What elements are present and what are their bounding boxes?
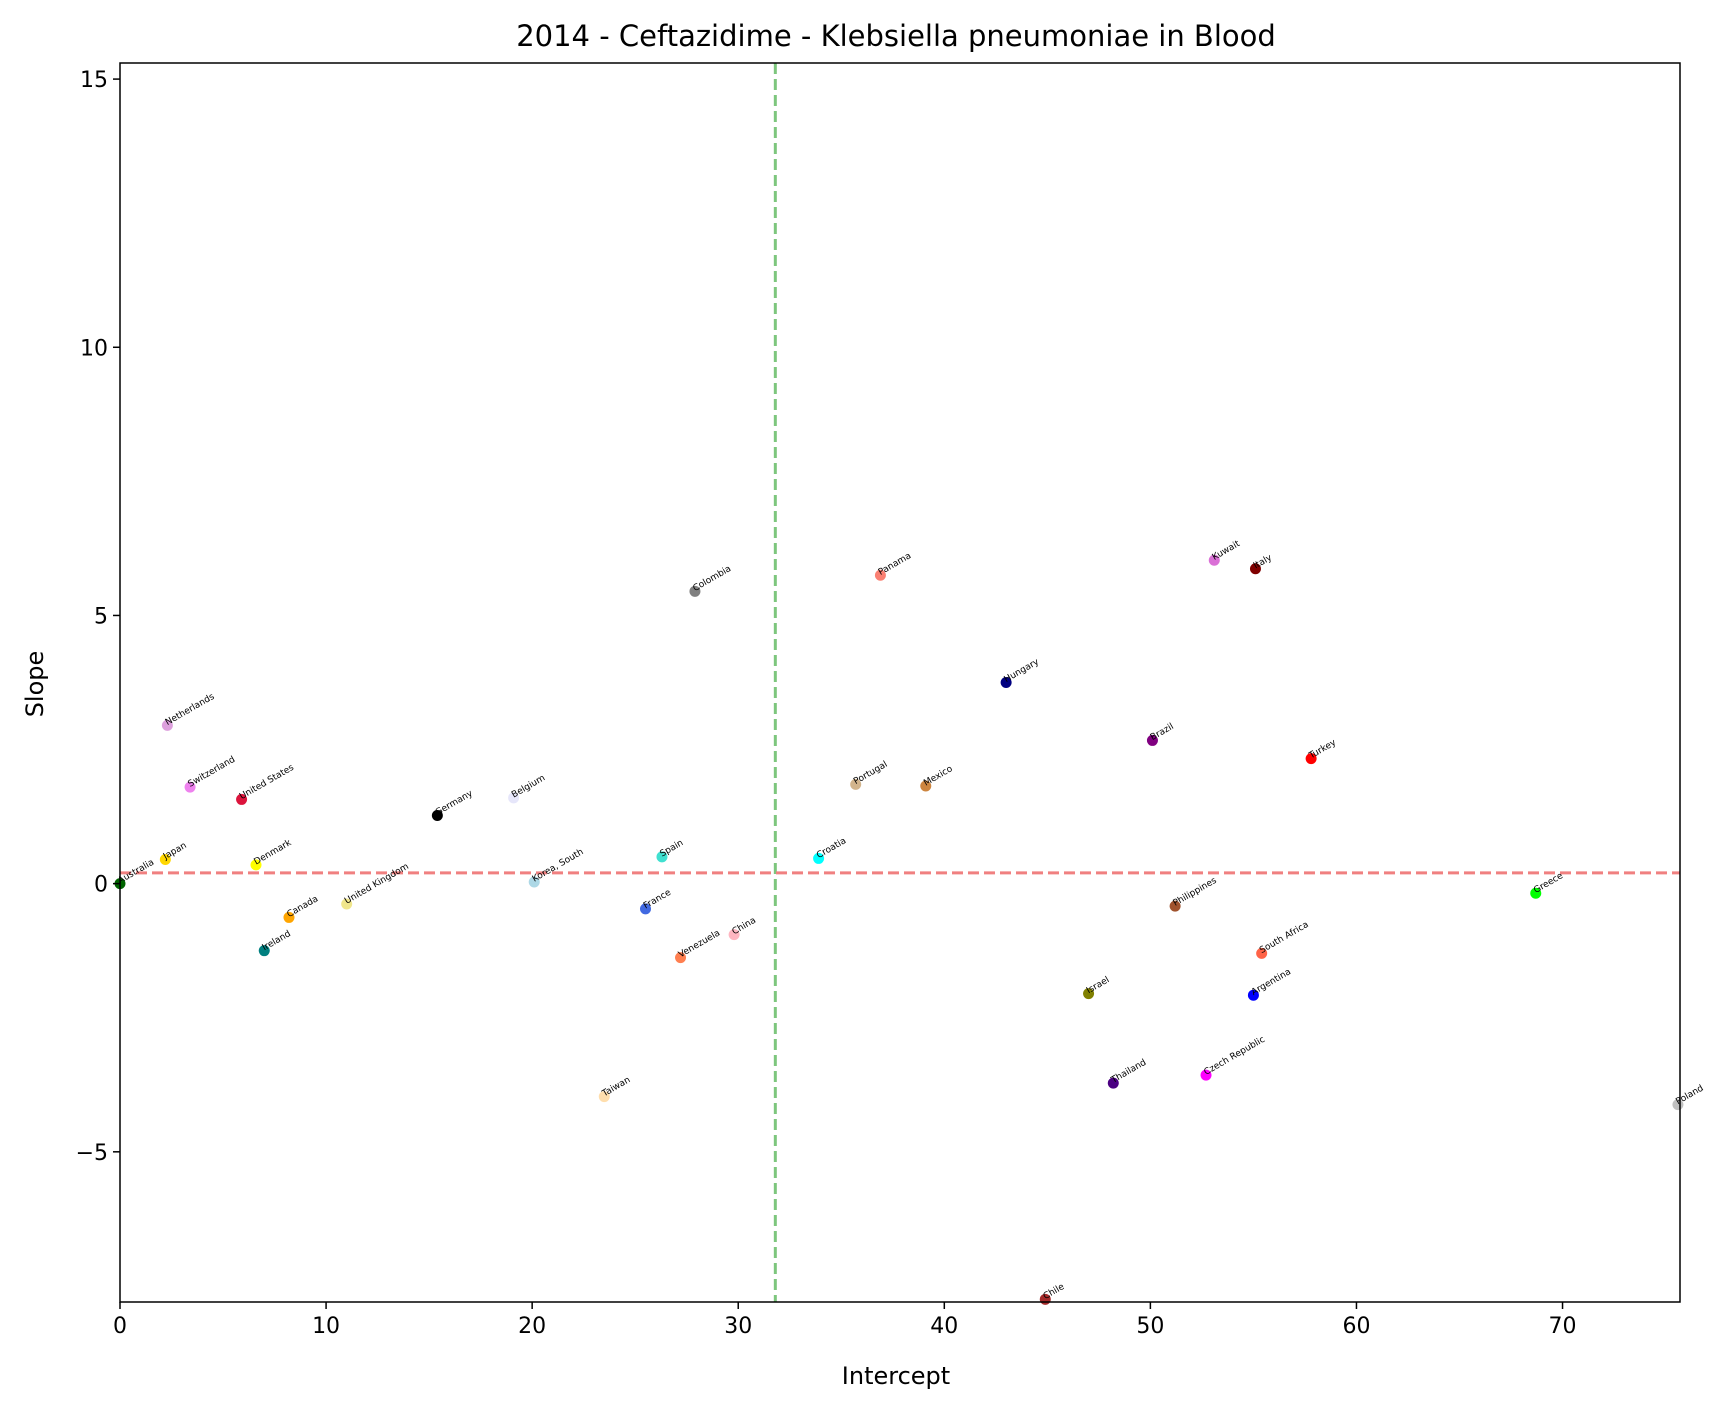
y-axis-label: Slope <box>21 651 49 718</box>
data-point <box>161 719 173 731</box>
x-axis-label: Intercept <box>842 1362 950 1390</box>
y-tick-label: 5 <box>94 604 108 629</box>
data-point <box>508 792 520 804</box>
data-point <box>1083 988 1095 1000</box>
chart-title: 2014 - Ceftazidime - Klebsiella pneumoni… <box>516 19 1276 53</box>
data-point <box>1000 677 1012 688</box>
data-point <box>598 1091 610 1103</box>
data-point <box>1305 753 1317 765</box>
x-tick-label: 0 <box>113 1314 127 1339</box>
data-point <box>1256 947 1268 959</box>
y-tick-label: 15 <box>80 68 108 93</box>
data-point <box>920 780 932 792</box>
y-tick-label: −5 <box>76 1141 108 1166</box>
data-point <box>1169 900 1181 912</box>
data-point <box>184 781 196 793</box>
x-tick-label: 70 <box>1549 1314 1577 1339</box>
x-tick-label: 30 <box>724 1314 752 1339</box>
data-point <box>874 569 886 581</box>
x-tick-label: 50 <box>1136 1314 1164 1339</box>
data-point <box>250 859 262 871</box>
data-point <box>528 876 540 888</box>
plot-frame <box>119 62 1681 1303</box>
x-tick-label: 10 <box>312 1314 340 1339</box>
data-point <box>283 911 295 923</box>
data-point <box>1247 989 1259 1001</box>
data-point <box>159 854 171 865</box>
x-tick-label: 40 <box>930 1314 958 1339</box>
data-point <box>689 585 701 597</box>
y-tick-label: 0 <box>94 873 108 898</box>
x-tick-label: 60 <box>1342 1314 1370 1339</box>
data-point <box>639 903 651 915</box>
data-point <box>813 852 825 864</box>
axes: 0 10 20 30 40 50 60 70 −5 0 5 10 15 <box>76 68 1577 1339</box>
data-point <box>656 851 668 863</box>
data-point <box>341 898 353 910</box>
data-point <box>236 793 248 805</box>
data-point <box>431 810 443 822</box>
data-point <box>1200 1069 1212 1081</box>
data-point <box>728 929 740 941</box>
data-point <box>1107 1077 1119 1089</box>
data-point <box>1146 734 1158 746</box>
data-point <box>1249 563 1261 575</box>
x-tick-label: 20 <box>518 1314 546 1339</box>
y-tick-label: 10 <box>80 336 108 361</box>
data-point <box>850 778 862 790</box>
data-point <box>258 945 270 957</box>
data-point <box>1530 887 1542 899</box>
data-point <box>1208 554 1220 566</box>
data-point <box>675 952 687 964</box>
